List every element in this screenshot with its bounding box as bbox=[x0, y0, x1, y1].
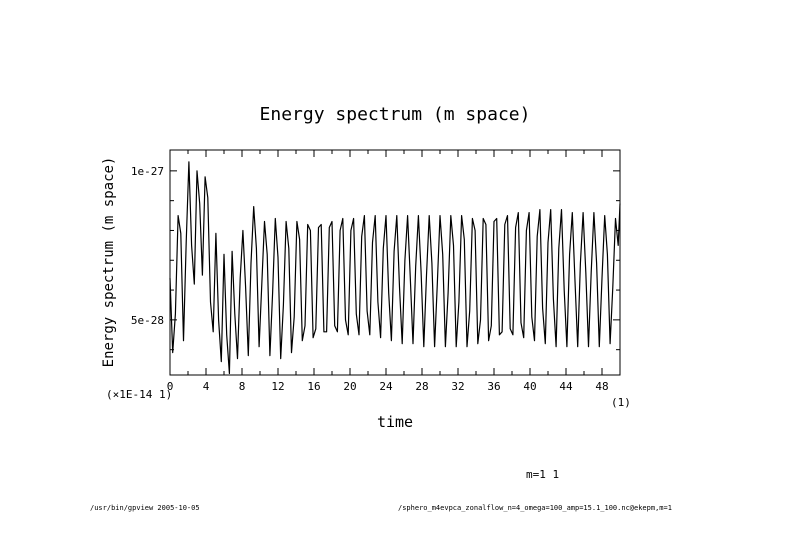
y-tick-labels: 5e-28 1e-27 bbox=[131, 165, 164, 327]
x-tick-label: 12 bbox=[271, 380, 284, 393]
series-label: m=1 1 bbox=[526, 468, 559, 481]
chart-title: Energy spectrum (m space) bbox=[260, 104, 531, 125]
x-tick-label: 8 bbox=[239, 380, 246, 393]
x-tick-label: 16 bbox=[307, 380, 320, 393]
x-unit-note: (1) bbox=[611, 396, 631, 409]
y-tick-marks bbox=[170, 170, 620, 351]
x-tick-label: 20 bbox=[343, 380, 356, 393]
footer-left: /usr/bin/gpview 2005-10-05 bbox=[90, 504, 200, 512]
x-tick-label: 32 bbox=[451, 380, 464, 393]
x-tick-label: 40 bbox=[523, 380, 536, 393]
x-tick-label: 4 bbox=[203, 380, 210, 393]
x-tick-label: 24 bbox=[379, 380, 393, 393]
x-axis-label: time bbox=[377, 413, 413, 431]
x-tick-label: 44 bbox=[559, 380, 573, 393]
series-line bbox=[169, 161, 621, 375]
x-tick-labels: 0 4 8 12 16 20 24 28 32 36 40 44 48 bbox=[167, 380, 609, 393]
y-tick-label: 5e-28 bbox=[131, 314, 164, 327]
x-multiplier-note: (×1E-14 1) bbox=[106, 388, 172, 401]
x-tick-label: 36 bbox=[487, 380, 500, 393]
plot-frame bbox=[169, 149, 621, 376]
series-group bbox=[169, 161, 621, 375]
x-tick-label: 48 bbox=[595, 380, 608, 393]
x-tick-label: 28 bbox=[415, 380, 428, 393]
footer-right: /sphero_m4evpca_zonalflow_n=4_omega=100_… bbox=[398, 504, 672, 512]
y-tick-label: 1e-27 bbox=[131, 165, 164, 178]
x-tick-label: 0 bbox=[167, 380, 174, 393]
x-tick-marks bbox=[169, 150, 621, 375]
y-axis-label: Energy spectrum (m space) bbox=[101, 157, 117, 368]
